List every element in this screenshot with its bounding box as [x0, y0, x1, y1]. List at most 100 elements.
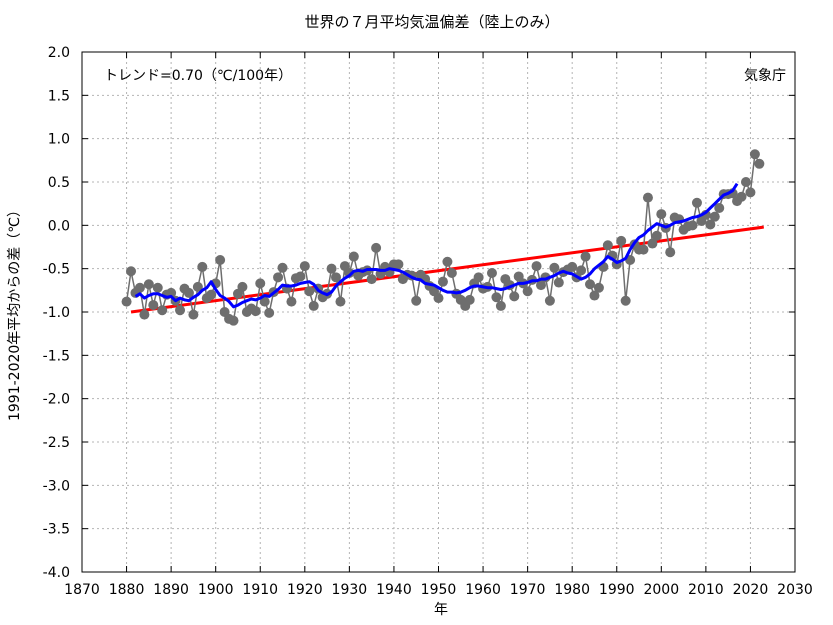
x-tick-label: 1950 [421, 582, 457, 598]
annual-point [491, 292, 502, 303]
annual-point [544, 295, 555, 306]
chart-title: 世界の７月平均気温偏差（陸上のみ） [304, 13, 559, 31]
annual-point [273, 272, 284, 283]
annual-point [522, 286, 533, 297]
x-tick-label: 2030 [777, 582, 813, 598]
annual-point [602, 240, 613, 251]
annual-point [250, 306, 261, 317]
annual-point [585, 279, 596, 290]
x-tick-label: 1880 [109, 582, 145, 598]
annual-point [175, 305, 186, 316]
annual-point [647, 238, 658, 249]
annual-point [237, 281, 248, 292]
annual-point [393, 259, 404, 270]
y-tick-label: -1.5 [43, 348, 70, 364]
x-tick-label: 2000 [643, 582, 679, 598]
moving-average-line [134, 182, 739, 309]
x-tick-label: 1900 [198, 582, 234, 598]
x-axis-label: 年 [434, 602, 448, 618]
y-tick-label: -2.5 [43, 435, 70, 451]
annual-point [616, 235, 627, 246]
annual-point [437, 276, 448, 287]
x-tick-label: 2020 [733, 582, 769, 598]
annual-point [687, 220, 698, 231]
annual-point [215, 255, 226, 265]
annual-point [736, 191, 747, 202]
annual-point [197, 261, 208, 272]
annual-point [531, 261, 542, 272]
x-tick-label: 2010 [688, 582, 724, 598]
x-tick-label: 1910 [242, 582, 278, 598]
trend-annotation: トレンド=0.70（℃/100年） [104, 68, 292, 84]
annual-point [148, 300, 159, 311]
annual-point [709, 211, 720, 222]
annual-point [139, 309, 150, 320]
annual-point [665, 247, 676, 258]
moving-average-series [134, 182, 739, 309]
source-label: 気象庁 [744, 68, 786, 84]
annual-point [308, 300, 319, 311]
annual-point [553, 277, 564, 288]
y-tick-label: -3.5 [43, 522, 70, 538]
annual-point [567, 261, 578, 272]
annual-point [371, 242, 382, 253]
annual-point [580, 251, 591, 262]
annual-point [745, 187, 756, 198]
y-tick-label: -1.0 [43, 305, 70, 321]
annual-point [299, 261, 310, 272]
annual-point [549, 262, 560, 273]
annual-point [740, 177, 751, 187]
annual-point [183, 287, 194, 298]
annual-point [143, 279, 154, 290]
annual-point [295, 271, 306, 282]
y-tick-label: 1.0 [48, 132, 70, 148]
annual-point [134, 282, 145, 293]
y-tick-label: -4.0 [43, 565, 70, 581]
grid [82, 52, 795, 572]
annual-point [620, 295, 631, 306]
y-tick-label: 2.0 [48, 45, 70, 61]
annual-point [304, 286, 315, 297]
annual-point [286, 296, 297, 307]
annual-point [464, 294, 475, 305]
x-tick-label: 1930 [332, 582, 368, 598]
x-tick-label: 1990 [599, 582, 635, 598]
annual-point [473, 272, 484, 283]
annual-point [411, 295, 422, 306]
x-tick-label: 1920 [287, 582, 323, 598]
annual-point [638, 244, 649, 255]
y-tick-label: 0.5 [48, 175, 70, 191]
annual-point [433, 293, 444, 304]
annual-point [714, 203, 725, 213]
annual-point [335, 296, 346, 307]
x-tick-label: 1970 [510, 582, 546, 598]
annual-point [331, 272, 342, 283]
annual-point [259, 296, 270, 307]
annual-point [749, 149, 760, 160]
annual-point [509, 291, 520, 302]
annual-point [277, 262, 288, 273]
annual-point [642, 192, 653, 203]
annual-point [495, 300, 506, 311]
x-tick-label: 1870 [64, 582, 100, 598]
annual-point [754, 158, 765, 169]
annual-point [442, 256, 453, 267]
annual-point [691, 197, 702, 208]
y-tick-label: -0.5 [43, 262, 70, 278]
y-tick-label: -3.0 [43, 478, 70, 494]
annual-point [589, 290, 600, 301]
x-tick-label: 1890 [153, 582, 189, 598]
annual-point [264, 307, 275, 318]
annual-point [188, 309, 199, 320]
annual-point [121, 296, 132, 307]
annual-point [255, 278, 266, 289]
annual-point [152, 282, 163, 293]
y-tick-label: 1.5 [48, 88, 70, 104]
x-tick-label: 1960 [465, 582, 501, 598]
annual-point [126, 266, 137, 277]
annual-point [486, 268, 497, 278]
annual-point [326, 263, 337, 274]
annual-point [535, 280, 546, 291]
annual-point [206, 289, 217, 300]
